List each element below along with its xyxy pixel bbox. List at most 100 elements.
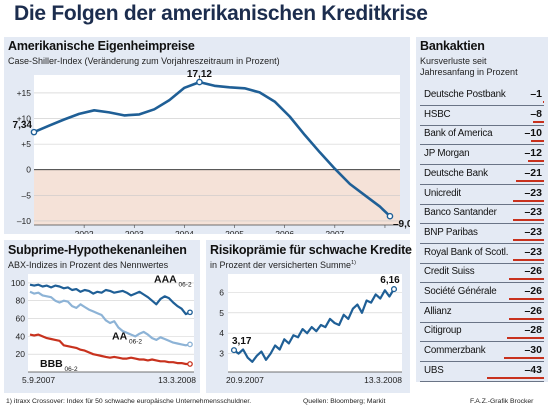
bank-row: JP Morgan –12 [420, 143, 544, 166]
bank-value: –8 [530, 107, 542, 120]
series-label: BBB 06-2 [40, 358, 78, 373]
x-label-end: 13.3.2008 [364, 375, 402, 385]
series-end-marker [187, 309, 193, 316]
bank-name: Credit Suiss [424, 266, 475, 278]
bank-row-divider [420, 223, 544, 225]
bank-row-divider [420, 341, 544, 343]
bank-bar [513, 238, 544, 241]
x-label-end: 13.3.2008 [158, 375, 196, 385]
y-tick-label: –10 [17, 216, 31, 226]
bank-row: Citigroup –28 [420, 320, 544, 343]
bank-value: –26 [524, 265, 542, 278]
bank-row: Allianz –26 [420, 301, 544, 323]
bank-row: HSBC –8 [420, 104, 544, 126]
bank-row: Credit Suiss –26 [420, 261, 544, 284]
y-tick-label: +10 [17, 114, 32, 124]
bank-bar [513, 199, 544, 202]
y-tick-label: 60 [16, 314, 26, 324]
y-tick-label: +5 [21, 139, 31, 149]
annotation-marker [386, 212, 394, 220]
annotation-label: 17,12 [187, 69, 212, 80]
y-tick-label: +15 [17, 88, 32, 98]
annotation-label: 3,17 [232, 336, 252, 347]
bank-bar [513, 258, 544, 261]
bank-row-divider [420, 380, 544, 382]
bank-name: BNP Paribas [424, 226, 478, 238]
bank-row-divider [420, 321, 544, 323]
bank-value: –23 [524, 225, 542, 238]
y-tick-label: –5 [22, 190, 32, 200]
bank-name: UBS [424, 364, 444, 376]
bank-name: Commerzbank [424, 345, 486, 357]
bank-row-divider [420, 203, 544, 205]
bank-value: –23 [524, 206, 542, 219]
home-prices-chart: +15 +10 +5 0 –5 –10 7,34 17,12 –9,08 2002 2003 2004… [13, 69, 410, 234]
risk-premium-line [233, 288, 395, 363]
risk-title: Risikoprämie für schwache Kredite [210, 243, 412, 257]
y-tick-label: 3 [219, 349, 224, 359]
x-tick-label: 2005 [225, 229, 244, 234]
bank-row-divider [420, 242, 544, 244]
bank-name: Allianz [424, 305, 452, 317]
annotation-marker [196, 78, 203, 86]
bank-row: Banco Santander –23 [420, 202, 544, 225]
negative-band [34, 169, 400, 225]
home-prices-subtitle: Case-Shiller-Index (Veränderung zum Vorj… [8, 56, 280, 66]
bank-value: –43 [524, 363, 542, 376]
banks-panel: Bankaktien Kursverluste seit Jahresanfan… [416, 37, 548, 382]
bank-row: Société Générale –26 [420, 281, 544, 303]
bank-name: Deutsche Bank [424, 167, 488, 179]
risk-footnote-mark: 1) [351, 260, 356, 266]
annotation-marker [230, 347, 238, 354]
abx-series-line [29, 290, 191, 347]
bank-value: –12 [524, 147, 542, 160]
home-price-line [32, 80, 392, 218]
series-label-main: BBB [40, 358, 63, 370]
x-label-start: 20.9.2007 [226, 375, 264, 385]
bank-bar [486, 376, 544, 379]
bank-bar [533, 120, 544, 123]
bank-row-divider [420, 105, 544, 106]
bank-name: Citigroup [424, 325, 462, 337]
banks-title: Bankaktien [420, 39, 485, 53]
bank-bar [509, 317, 544, 320]
bank-name: Unicredit [424, 187, 461, 199]
risk-chart: 6 5 4 3 3,17 6,16 20.9.2007 13.3.2008 [219, 274, 402, 385]
bank-bar [516, 179, 544, 182]
y-tick-label: 6 [219, 287, 224, 297]
bank-value: –1 [530, 88, 542, 100]
bank-row-divider [420, 164, 544, 166]
y-tick-label: 40 [16, 331, 26, 341]
x-tick-label: 2007 [325, 229, 344, 234]
bank-value: –10 [524, 127, 542, 140]
bank-name: Deutsche Postbank [424, 89, 506, 100]
bank-row: Commerzbank –30 [420, 340, 544, 363]
bank-row-divider [420, 124, 544, 126]
series-label-suffix: 06-2 [63, 365, 78, 372]
bank-bar [509, 278, 544, 281]
bank-bar [542, 101, 544, 103]
x-tick-label: 2002 [75, 229, 94, 234]
bank-value: –30 [524, 344, 542, 357]
series-label-suffix: 06-2 [177, 281, 192, 288]
bank-name: Royal Bank of Scotl. [424, 246, 509, 258]
bank-name: Banco Santander [424, 207, 497, 219]
bank-row: Unicredit –23 [420, 183, 544, 205]
risk-subtitle: in Prozent der versicherten Summe1) [210, 260, 356, 270]
bank-name: Société Générale [424, 286, 497, 297]
subprime-subtitle: ABX-Indizes in Prozent des Nennwertes [8, 260, 169, 270]
x-tick-label: 2006 [275, 229, 294, 234]
y-tick-label: 80 [16, 296, 26, 306]
bank-bar [509, 298, 544, 300]
series-label: AAA 06-2 [154, 274, 192, 289]
y-tick-label: 5 [219, 308, 224, 318]
series-end-marker [187, 361, 193, 367]
bank-row-divider [420, 282, 544, 284]
footer-sources: Quellen: Bloomberg; Markit [303, 398, 386, 405]
series-label-main: AAA [154, 274, 177, 286]
bank-value: –21 [524, 166, 542, 179]
subprime-panel: Subprime-Hypothekenanleihen ABX-Indizes … [4, 240, 200, 393]
bank-name: HSBC [424, 108, 451, 120]
